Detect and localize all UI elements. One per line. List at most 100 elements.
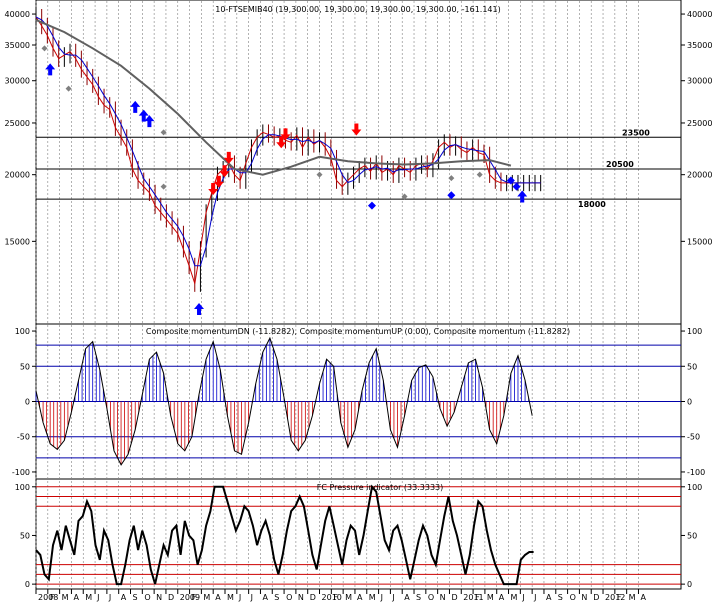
- y-tick-label: 35000: [5, 41, 30, 50]
- x-tick-label: M: [345, 593, 352, 602]
- sell-arrow-icon: [223, 151, 234, 164]
- x-tick-label: M: [511, 593, 518, 602]
- x-tick-label: N: [156, 593, 162, 602]
- x-tick-label: A: [215, 593, 221, 602]
- x-tick-label: D: [451, 593, 457, 602]
- blue-diamond-icon: [512, 182, 521, 191]
- x-tick-label: D: [310, 593, 316, 602]
- y-tick-label: 0: [687, 398, 692, 407]
- x-tick-label: M: [85, 593, 92, 602]
- y-tick-label: 50: [687, 362, 697, 371]
- gray-diamond-icon: [448, 175, 455, 182]
- y-tick-label: -50: [687, 433, 700, 442]
- y-tick-label: 30000: [687, 77, 712, 86]
- x-tick-label: A: [357, 593, 363, 602]
- momentum-layer: [35, 336, 681, 466]
- x-tick-label: S: [416, 593, 421, 602]
- sell-arrow-icon: [219, 165, 230, 178]
- x-tick-label: S: [274, 593, 279, 602]
- x-tick-label: S: [558, 593, 563, 602]
- x-tick-label: J: [238, 593, 241, 602]
- x-tick-label: F: [333, 593, 338, 602]
- x-tick-label: M: [203, 593, 210, 602]
- x-tick-label: 2012: [605, 593, 625, 602]
- x-tick-label: O: [144, 593, 150, 602]
- momentum-line: [35, 336, 533, 466]
- gray-diamond-icon: [65, 85, 72, 92]
- x-tick-label: A: [262, 593, 268, 602]
- pressure-chart-title: FC Pressure indicator (33.3333): [317, 483, 444, 492]
- buy-arrow-icon: [45, 63, 56, 76]
- y-tick-label: 25000: [5, 119, 30, 128]
- y-tick-label: 100: [687, 327, 702, 336]
- x-tick-label: S: [133, 593, 138, 602]
- y-tick-label: 100: [15, 327, 30, 336]
- x-tick-label: J: [521, 593, 524, 602]
- x-tick-label: A: [404, 593, 410, 602]
- x-tick-label: J: [533, 593, 536, 602]
- x-tick-label: N: [581, 593, 587, 602]
- y-tick-label: 35000: [687, 41, 712, 50]
- gray-diamond-icon: [41, 45, 48, 52]
- y-tick-label: 0: [25, 398, 30, 407]
- gray-diamond-icon: [316, 171, 323, 178]
- y-tick-label: 0: [687, 580, 692, 589]
- momentum-chart-title: Composite momentumDN (-11.8282), Composi…: [146, 327, 570, 336]
- x-tick-label: 2010: [322, 593, 342, 602]
- level-label: 20500: [606, 160, 634, 169]
- gray-diamond-icon: [160, 129, 167, 136]
- blue-diamond-icon: [447, 191, 456, 200]
- y-tick-label: 20000: [687, 171, 712, 180]
- y-tick-label: -100: [12, 468, 30, 477]
- buy-arrow-icon: [130, 100, 141, 113]
- vertical-gridlines: [35, 1, 639, 589]
- x-tick-label: N: [298, 593, 304, 602]
- x-tick-label: O: [428, 593, 434, 602]
- x-tick-label: D: [168, 593, 174, 602]
- gray-diamond-icon: [160, 183, 167, 190]
- x-tick-label: J: [380, 593, 383, 602]
- x-tick-label: A: [546, 593, 552, 602]
- gray-diamond-icon: [401, 193, 408, 200]
- x-tick-label: 2011: [463, 593, 483, 602]
- x-tick-label: M: [227, 593, 234, 602]
- x-tick-label: 2008: [38, 593, 58, 602]
- y-tick-label: -100: [687, 468, 705, 477]
- x-tick-label: J: [250, 593, 253, 602]
- buy-arrow-icon: [517, 190, 528, 203]
- sell-arrow-icon: [213, 175, 224, 188]
- gray-diamond-icon: [476, 171, 483, 178]
- level-label: 18000: [578, 200, 606, 209]
- buy-arrow-icon: [194, 303, 205, 316]
- x-tick-label: F: [475, 593, 480, 602]
- y-tick-label: 40000: [687, 10, 712, 19]
- y-tick-label: 20000: [5, 171, 30, 180]
- x-tick-label: 2009: [180, 593, 200, 602]
- y-tick-label: 50: [20, 531, 30, 540]
- sell-arrow-icon: [276, 136, 287, 149]
- x-tick-label: F: [192, 593, 197, 602]
- sell-arrow-icon: [280, 128, 291, 141]
- x-tick-label: M: [62, 593, 69, 602]
- y-tick-label: 25000: [687, 119, 712, 128]
- x-tick-label: A: [121, 593, 127, 602]
- x-tick-label: A: [640, 593, 646, 602]
- y-tick-label: 15000: [687, 237, 712, 246]
- price-ma-medium: [35, 16, 541, 267]
- x-tick-label: F: [617, 593, 622, 602]
- blue-diamond-icon: [367, 201, 376, 210]
- x-tick-label: M: [487, 593, 494, 602]
- x-tick-label: A: [499, 593, 505, 602]
- blue-diamond-icon: [506, 176, 515, 185]
- x-tick-label: J: [108, 593, 111, 602]
- y-tick-label: 100: [687, 483, 702, 492]
- y-tick-label: 50: [20, 362, 30, 371]
- y-tick-label: 30000: [5, 77, 30, 86]
- y-tick-label: 0: [25, 580, 30, 589]
- x-tick-label: O: [286, 593, 292, 602]
- pressure-layer: [35, 484, 681, 586]
- x-tick-label: O: [570, 593, 576, 602]
- x-tick-label: D: [593, 593, 599, 602]
